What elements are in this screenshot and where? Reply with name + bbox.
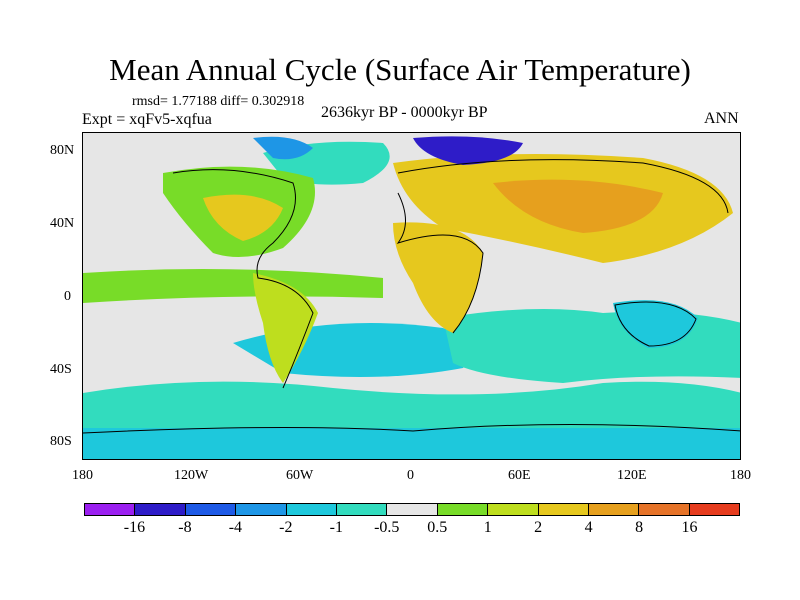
lon-label-180w: 180 — [72, 468, 93, 483]
colorbar-tick-label: -1 — [329, 519, 343, 536]
australia-cool — [613, 300, 698, 348]
colorbar-swatch — [538, 504, 589, 515]
eurasia-core-warm — [493, 179, 663, 233]
temperature-anomaly-map — [82, 132, 741, 460]
colorbar-tick-label: 1 — [483, 519, 492, 536]
colorbar-tick-label: 8 — [635, 519, 644, 536]
lat-label-40s: 40S — [50, 362, 72, 377]
colorbar-swatch — [437, 504, 489, 515]
lat-label-80n: 80N — [50, 143, 75, 158]
colorbar-swatch — [236, 504, 287, 515]
colorbar-tick-label: -4 — [228, 519, 243, 536]
greenland-cool — [253, 136, 313, 160]
colorbar-swatch — [85, 504, 136, 515]
coastline-americas — [172, 169, 314, 389]
period-label: 2636kyr BP - 0000kyr BP — [321, 104, 488, 121]
colorbar-swatch — [488, 504, 539, 515]
coastline-australia — [614, 301, 697, 347]
lat-label-80s: 80S — [50, 434, 72, 449]
antarctic-coast-cool — [83, 428, 740, 459]
colorbar-swatch — [639, 504, 690, 515]
colorbar-swatch — [135, 504, 186, 515]
colorbar-tick-label: -16 — [123, 519, 146, 536]
siberia-cold-spot — [413, 136, 523, 165]
lon-label-60w: 60W — [286, 468, 314, 483]
lon-label-60e: 60E — [508, 468, 531, 483]
north-america-core-warm — [203, 194, 283, 241]
lat-label-40n: 40N — [50, 216, 75, 231]
lon-label-120e: 120E — [617, 468, 647, 483]
colorbar-tick-label: 4 — [584, 519, 593, 536]
colorbar-tick-label: -8 — [178, 519, 192, 536]
colorbar-swatch — [185, 504, 237, 515]
coastline-antarctica — [83, 424, 740, 434]
colorbar-swatch — [588, 504, 640, 515]
pacific-equatorial-warm — [83, 269, 383, 303]
colorbar-tick-label: 0.5 — [427, 519, 448, 536]
lat-label-eq: 0 — [64, 289, 71, 304]
coastline-eurasia-africa — [396, 159, 729, 334]
colorbar-swatch — [286, 504, 337, 515]
colorbar-tick-label: 16 — [681, 519, 698, 536]
africa-warm — [393, 222, 483, 333]
season-label: ANN — [704, 110, 739, 127]
colorbar-tick-label: -0.5 — [374, 519, 400, 536]
colorbar — [84, 503, 740, 516]
experiment-label: Expt = xqFv5-xqfua — [82, 111, 212, 128]
plot-title: Mean Annual Cycle (Surface Air Temperatu… — [109, 52, 691, 87]
colorbar-swatch — [689, 504, 740, 515]
lon-label-0: 0 — [407, 468, 414, 483]
colorbar-swatch — [387, 504, 438, 515]
colorbar-tick-label: 2 — [534, 519, 543, 536]
southern-ocean-cool-band — [83, 381, 740, 433]
lon-label-120w: 120W — [174, 468, 209, 483]
south-america-warm — [253, 273, 318, 383]
lon-label-180e: 180 — [730, 468, 751, 483]
stats-label: rmsd= 1.77188 diff= 0.302918 — [132, 94, 305, 109]
colorbar-tick-label: -2 — [279, 519, 293, 536]
colorbar-swatch — [336, 504, 388, 515]
